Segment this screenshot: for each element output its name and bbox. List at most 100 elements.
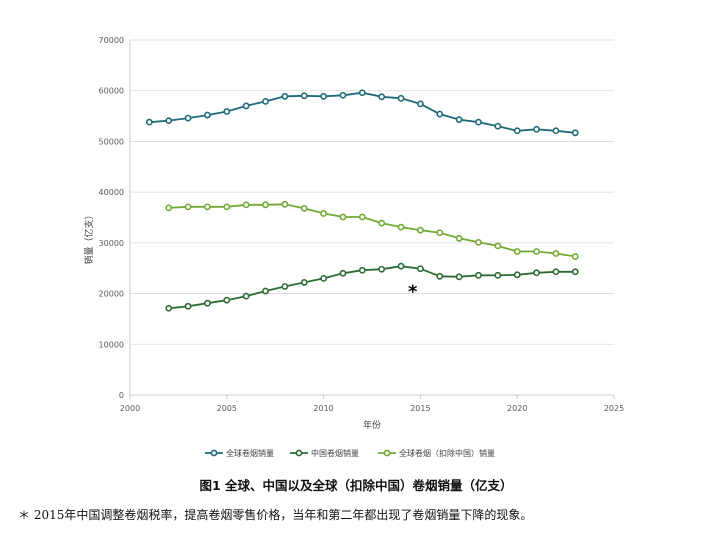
data-point xyxy=(242,292,250,300)
data-point xyxy=(533,269,540,277)
data-point xyxy=(397,262,405,270)
data-point xyxy=(204,299,211,307)
annotation-asterisk: * xyxy=(408,282,418,303)
data-point xyxy=(262,201,269,209)
data-point xyxy=(339,213,347,221)
data-point xyxy=(223,203,231,211)
data-point xyxy=(281,200,289,208)
data-point xyxy=(184,203,192,211)
y-tick-label: 10000 xyxy=(99,340,124,349)
data-point xyxy=(513,271,521,279)
x-tick-label: 2020 xyxy=(507,404,527,413)
data-point xyxy=(165,304,173,312)
data-point xyxy=(358,266,366,274)
data-point xyxy=(145,118,153,126)
data-point xyxy=(378,265,386,273)
y-tick-label: 60000 xyxy=(99,87,124,96)
data-point xyxy=(358,89,366,97)
legend-marker xyxy=(210,449,218,457)
gridlines xyxy=(130,39,614,345)
data-point xyxy=(455,273,463,281)
y-axis-label: 销量（亿支） xyxy=(83,210,95,264)
data-point xyxy=(571,129,579,137)
legend-label: 全球卷烟（扣除中国）销量 xyxy=(399,448,495,458)
series-line xyxy=(168,203,576,258)
legend: 全球卷烟销量 中国卷烟销量 全球卷烟（扣除中国）销量 xyxy=(205,448,495,458)
data-point xyxy=(436,272,444,280)
data-point xyxy=(184,302,192,310)
series-1 xyxy=(145,89,579,137)
x-tick-label: 2015 xyxy=(410,404,430,413)
data-point xyxy=(320,92,327,100)
data-point xyxy=(223,108,231,115)
legend-label: 全球卷烟销量 xyxy=(226,448,274,458)
data-point xyxy=(242,201,250,209)
y-tick-label: 50000 xyxy=(99,137,124,146)
data-point xyxy=(339,91,347,99)
x-tick-label: 2010 xyxy=(313,404,333,413)
x-tick-label: 2005 xyxy=(217,404,237,413)
data-point xyxy=(300,92,308,100)
data-point xyxy=(494,271,502,279)
data-point xyxy=(533,125,540,133)
figure-caption: 图1 全球、中国以及全球（扣除中国）卷烟销量（亿支） xyxy=(199,478,513,493)
data-point xyxy=(397,94,405,102)
data-point xyxy=(455,116,463,124)
data-point xyxy=(378,219,386,227)
legend-marker xyxy=(383,449,391,457)
data-point xyxy=(320,210,327,217)
data-point xyxy=(494,242,502,250)
data-point xyxy=(552,127,560,135)
series-2 xyxy=(165,262,579,312)
x-axis-label: 年份 xyxy=(363,419,381,431)
data-point xyxy=(165,204,173,212)
data-point xyxy=(204,203,211,211)
data-point xyxy=(416,226,424,234)
data-point xyxy=(339,269,347,277)
x-tick-label: 2000 xyxy=(120,404,140,413)
data-point xyxy=(513,248,521,255)
data-point xyxy=(184,114,192,122)
data-point xyxy=(494,122,502,130)
y-tick-label: 40000 xyxy=(99,188,124,197)
data-point xyxy=(571,268,579,276)
series-line xyxy=(168,265,576,310)
data-point xyxy=(436,229,444,237)
y-tick-label: 20000 xyxy=(99,290,124,299)
data-point xyxy=(397,223,405,231)
line-chart: 0 10000 20000 30000 40000 50000 60000 70000 200… xyxy=(83,36,624,458)
series-group xyxy=(145,89,579,312)
data-point xyxy=(475,118,482,126)
data-point xyxy=(300,204,308,212)
legend-marker xyxy=(295,449,303,457)
data-point xyxy=(281,283,289,290)
data-point xyxy=(262,287,269,295)
data-point xyxy=(204,111,211,119)
data-point xyxy=(552,250,560,257)
data-point xyxy=(455,234,463,242)
data-point xyxy=(552,268,560,276)
axes xyxy=(129,40,614,396)
data-point xyxy=(475,271,482,279)
y-tick-label: 30000 xyxy=(99,239,124,248)
data-point xyxy=(300,279,308,286)
x-tick-label: 2025 xyxy=(604,404,624,413)
data-point xyxy=(320,274,327,282)
data-point xyxy=(416,265,424,273)
data-point xyxy=(533,248,540,255)
footnote: ＊ 2015年中国调整卷烟税率，提高卷烟零售价格，当年和第二年都出现了卷烟销量下… xyxy=(18,508,533,522)
data-point xyxy=(416,100,424,108)
data-point xyxy=(281,92,289,100)
data-point xyxy=(242,102,250,110)
series-line xyxy=(149,91,576,134)
data-point xyxy=(165,117,173,125)
data-point xyxy=(262,97,269,105)
data-point xyxy=(378,93,386,101)
series-3 xyxy=(165,200,579,260)
y-tick-label: 0 xyxy=(119,391,124,400)
legend-label: 中国卷烟销量 xyxy=(311,448,359,458)
y-tick-labels: 0 10000 20000 30000 40000 50000 60000 70000 xyxy=(99,36,124,400)
data-point xyxy=(358,213,366,221)
data-point xyxy=(475,238,482,246)
data-point xyxy=(223,296,231,304)
